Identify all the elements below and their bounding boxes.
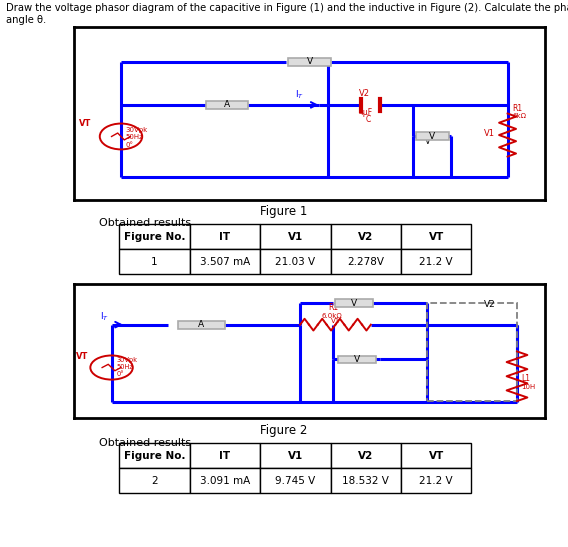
Text: V1: V1 [484,130,495,138]
Text: VT: VT [78,119,91,129]
Text: V2: V2 [359,89,370,98]
Text: 0°: 0° [126,142,133,148]
Text: V: V [429,132,435,141]
Text: V: V [354,355,360,364]
Text: V: V [307,57,312,66]
Text: 4μF: 4μF [358,108,372,117]
Text: V2: V2 [484,300,496,309]
Text: V1: V1 [331,318,340,324]
Text: A: A [224,101,230,109]
Text: VT: VT [76,352,89,362]
Text: 30Vpk: 30Vpk [116,357,137,363]
Text: Draw the voltage phasor diagram of the capacitive in Figure (1) and the inductiv: Draw the voltage phasor diagram of the c… [6,3,568,13]
FancyBboxPatch shape [289,58,331,66]
Text: R1: R1 [328,303,339,312]
Text: 50Hz: 50Hz [116,364,133,370]
FancyBboxPatch shape [206,101,248,109]
Text: Obtained results: Obtained results [99,218,191,228]
FancyBboxPatch shape [336,299,373,307]
Text: V: V [351,299,357,308]
Text: V: V [425,137,431,146]
Text: L1: L1 [521,374,531,383]
Text: Figure 1: Figure 1 [260,205,308,218]
Text: I$_T$: I$_T$ [100,310,109,323]
Text: 50Hz: 50Hz [126,135,144,141]
Text: Figure 2: Figure 2 [260,424,308,437]
Text: A: A [198,320,204,329]
Text: R1: R1 [512,103,523,113]
Text: Obtained results: Obtained results [99,438,191,447]
FancyBboxPatch shape [416,132,449,141]
Text: 10H: 10H [521,384,536,390]
Text: 6kΩ: 6kΩ [512,113,527,119]
Text: 30Vpk: 30Vpk [126,127,148,133]
Text: C: C [366,114,371,124]
FancyBboxPatch shape [338,356,375,363]
Text: I$_T$: I$_T$ [295,89,304,101]
FancyBboxPatch shape [178,321,225,329]
Text: 0°: 0° [116,370,124,376]
Text: angle θ.: angle θ. [6,15,46,25]
Text: 6.0kΩ: 6.0kΩ [321,313,342,319]
